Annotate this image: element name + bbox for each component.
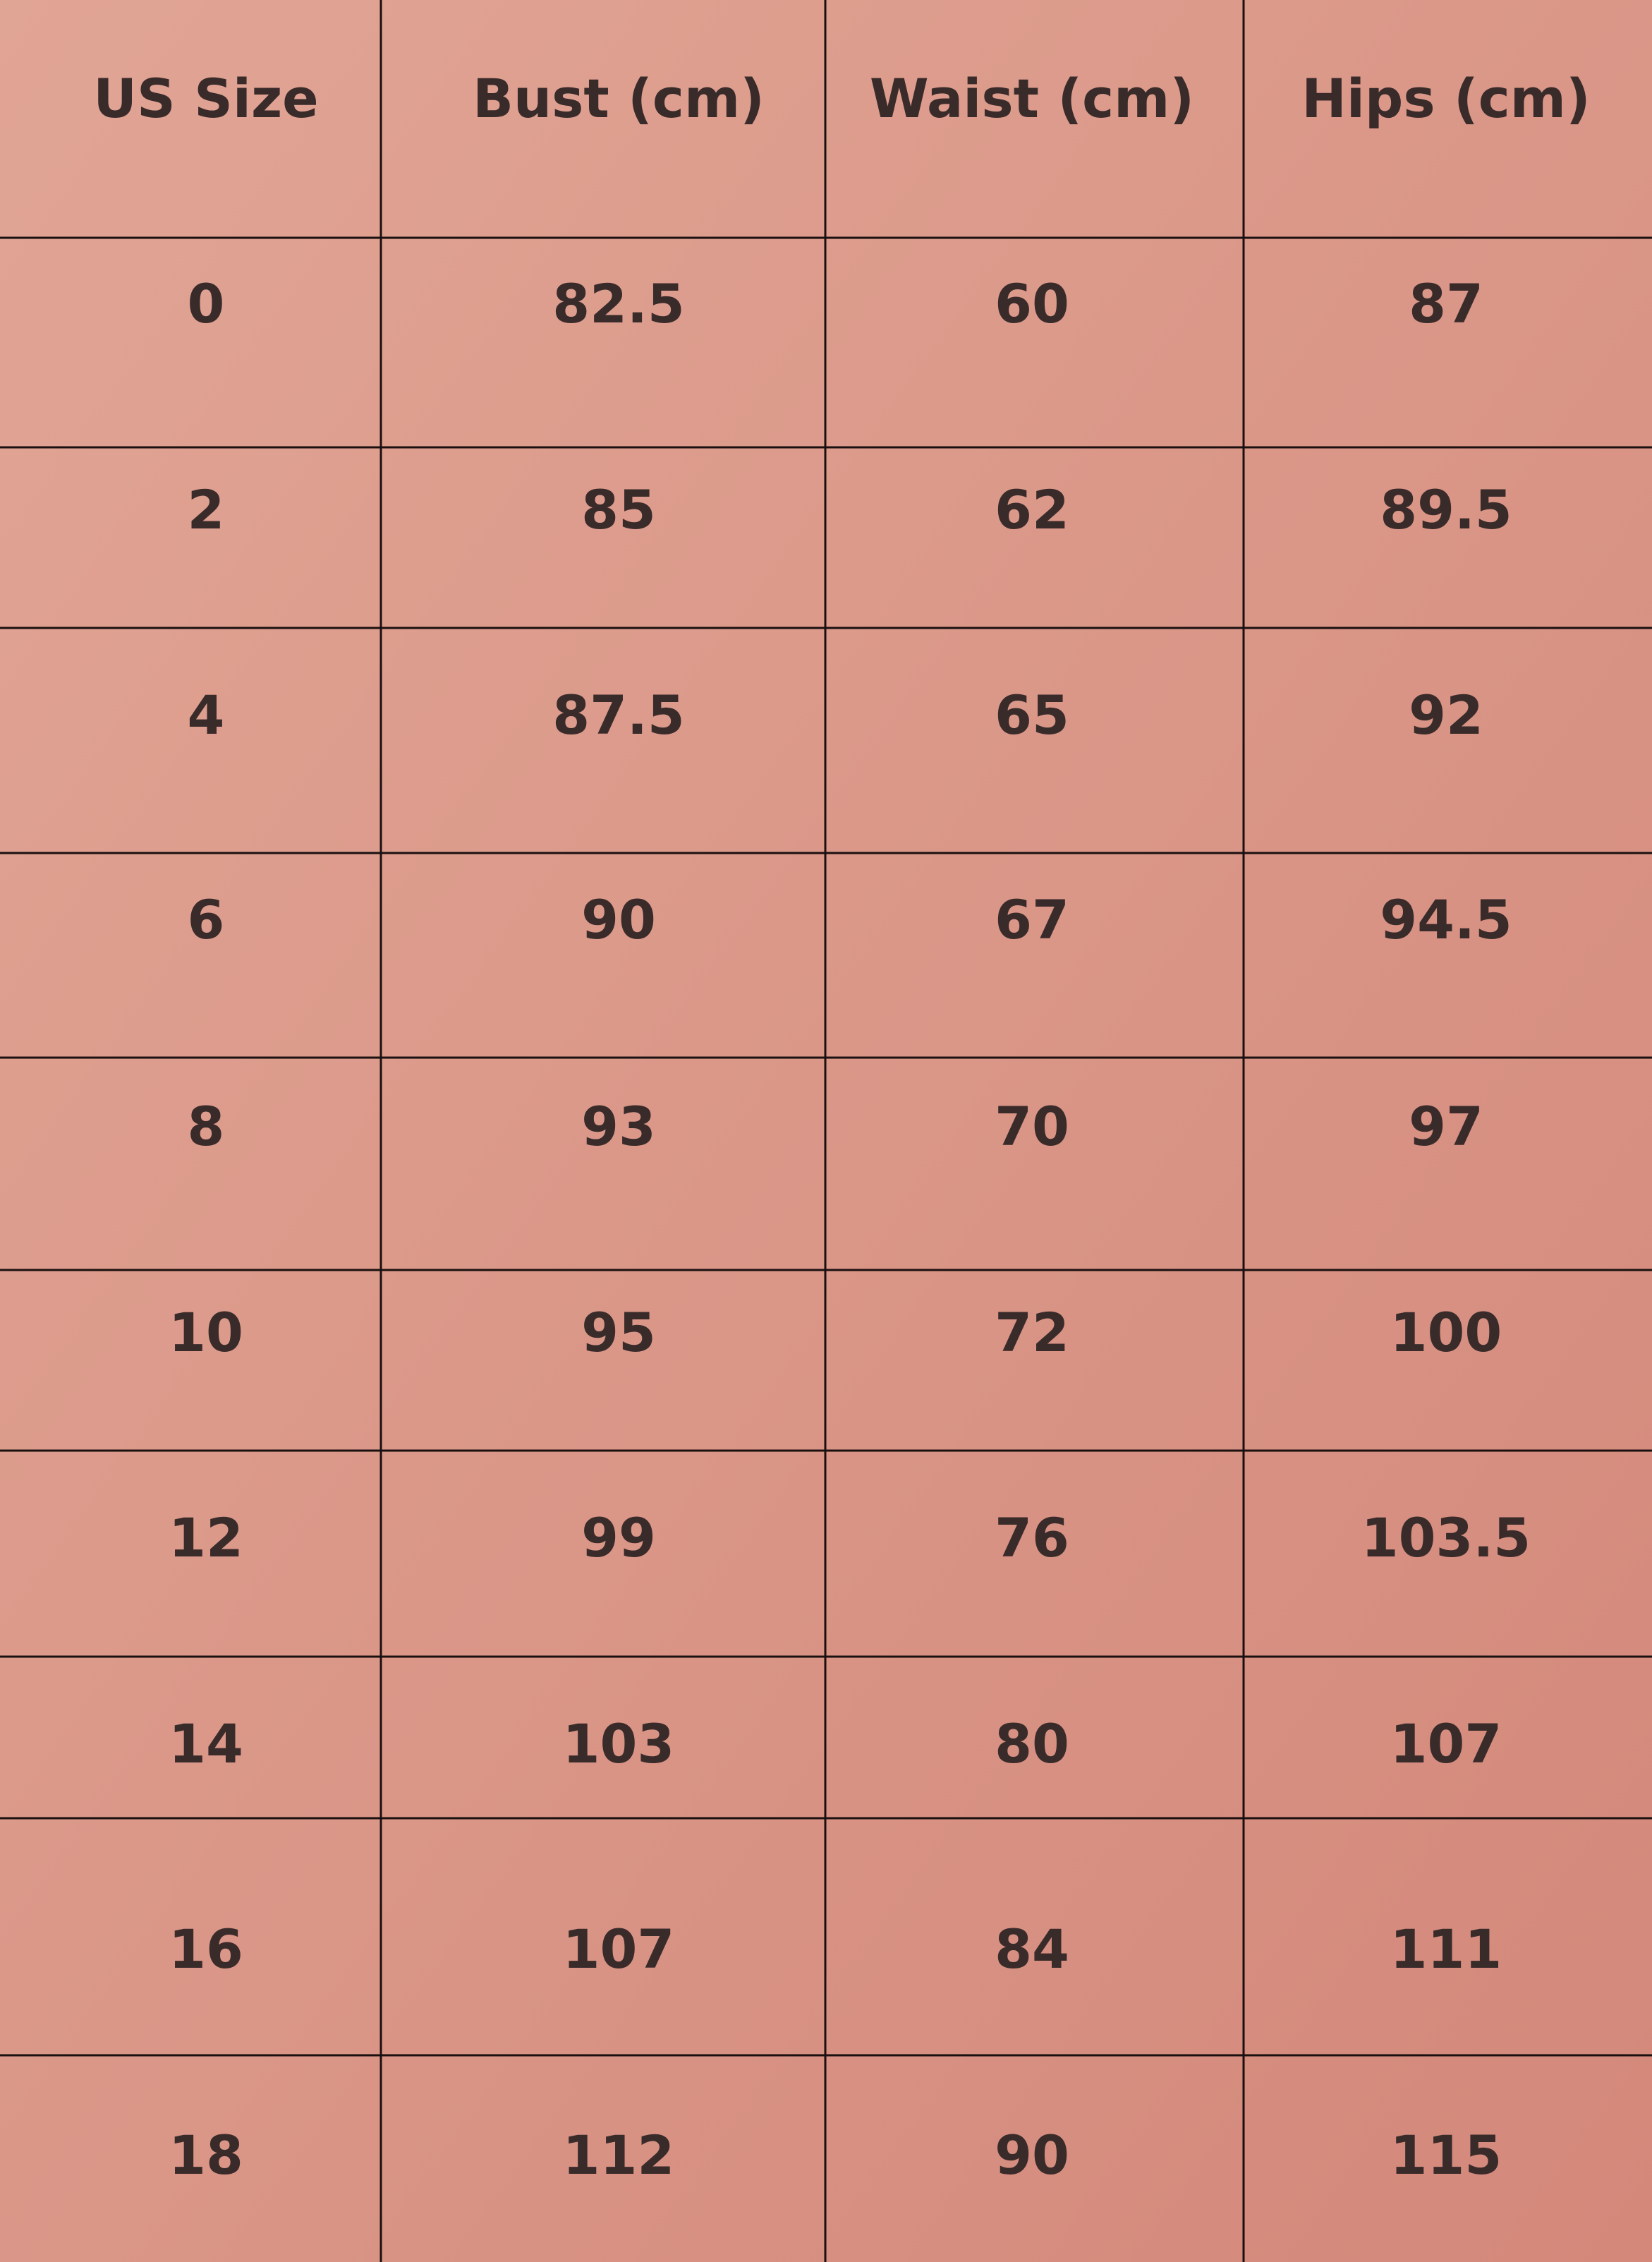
table-cell: 112 [563,2124,675,2187]
table-cell: 107 [563,1918,675,1980]
table-cell: 107 [1390,1712,1502,1775]
table-cell: 103.5 [1361,1506,1531,1569]
table-cell: 90 [995,2124,1069,2187]
table-cell: 115 [1390,2124,1502,2187]
table-cell: 62 [995,478,1069,541]
table-cell: 12 [169,1506,243,1569]
table-cell: 82.5 [552,272,685,335]
table-cell: 111 [1390,1918,1502,1980]
table-cell: 2 [188,478,225,541]
header-cell: Bust (cm) [473,67,765,130]
header-cell: US Size [93,67,318,130]
header-cell: Waist (cm) [870,67,1194,130]
table-cell: 97 [1409,1095,1483,1158]
table-cell: 84 [995,1918,1069,1980]
table-cell: 85 [581,478,656,541]
table-cell: 95 [581,1301,656,1364]
table-cell: 90 [581,888,656,951]
table-cell: 60 [995,272,1069,335]
table-cell: 65 [995,684,1069,746]
table-cell: 94.5 [1380,888,1512,951]
table-cell: 70 [995,1095,1069,1158]
header-cell: Hips (cm) [1301,67,1590,130]
table-cell: 100 [1390,1301,1502,1364]
table-cell: 16 [169,1918,243,1980]
table-cell: 67 [995,888,1069,951]
table-cell: 14 [169,1712,243,1775]
table-cell: 18 [169,2124,243,2187]
table-cell: 80 [995,1712,1069,1775]
table-cell: 72 [995,1301,1069,1364]
table-cell: 89.5 [1380,478,1512,541]
table-cell: 76 [995,1506,1069,1569]
table-cell: 103 [563,1712,675,1775]
table-cell: 6 [188,888,225,951]
table-cell: 92 [1409,684,1483,746]
table-cell: 8 [188,1095,225,1158]
table-cell: 99 [581,1506,656,1569]
table-cell: 0 [188,272,225,335]
table-cell: 93 [581,1095,656,1158]
table-cell: 10 [169,1301,243,1364]
table-cell: 87 [1409,272,1483,335]
table-cell: 4 [188,684,225,746]
table-cell: 87.5 [552,684,685,746]
